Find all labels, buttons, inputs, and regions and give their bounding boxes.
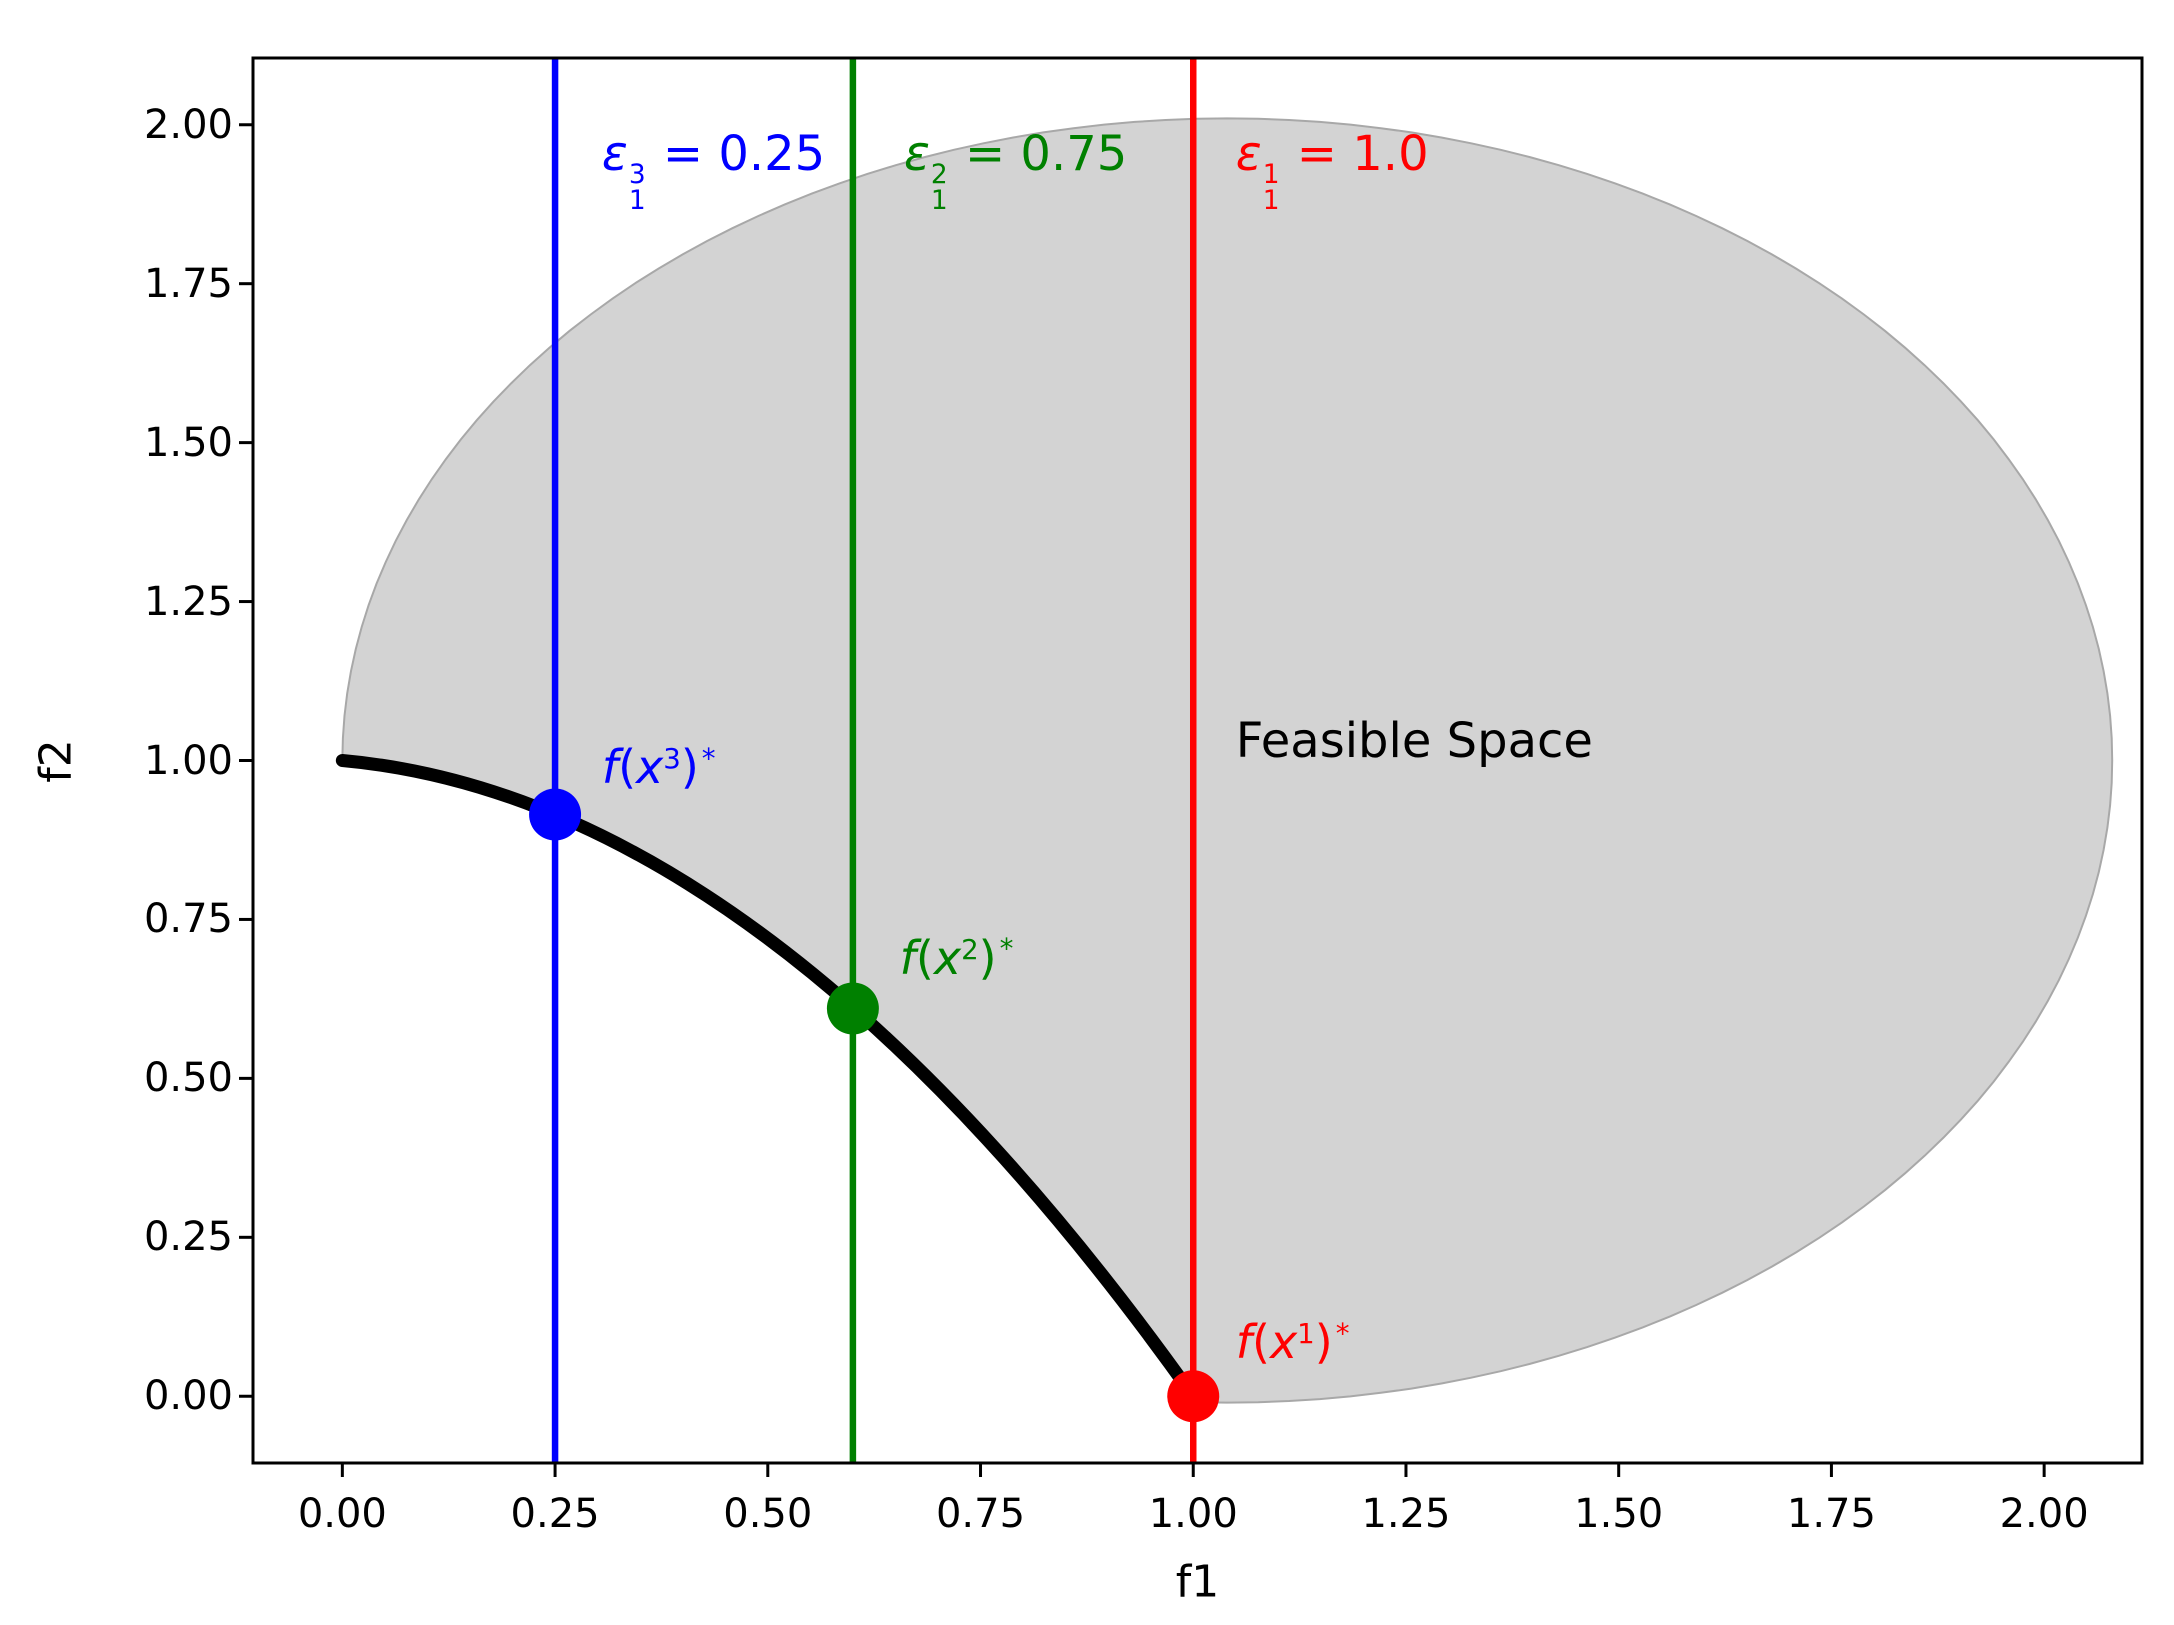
optimum-1-point: [1167, 1370, 1220, 1423]
optimum-2-point: [826, 982, 879, 1035]
feasible-space-region: [341, 117, 2114, 1404]
pareto-front-curve: [335, 754, 1200, 1403]
optimum-3-point: [529, 788, 582, 841]
